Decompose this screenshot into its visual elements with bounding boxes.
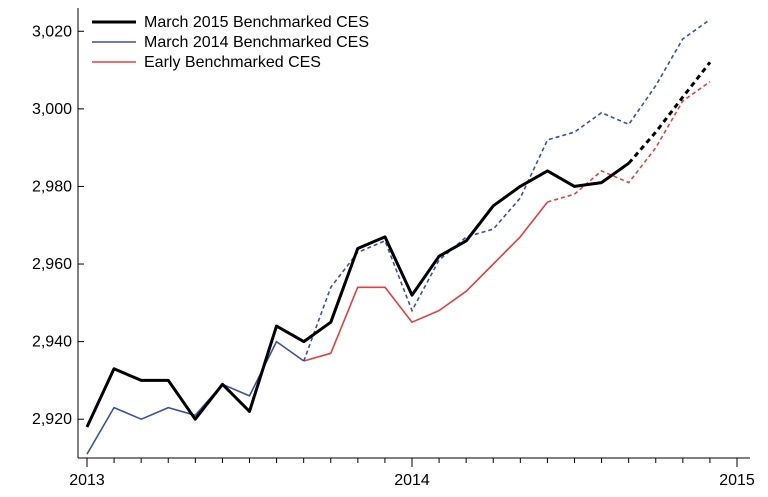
y-tick-label: 2,920 — [32, 411, 72, 428]
x-tick-label: 2014 — [394, 472, 430, 489]
legend: March 2015 Benchmarked CES March 2014 Ben… — [92, 14, 369, 71]
legend-label-2: Early Benchmarked CES — [144, 54, 321, 71]
y-tick-label: 2,940 — [32, 334, 72, 351]
y-tick-label: 3,000 — [32, 101, 72, 118]
legend-label-1: March 2014 Benchmarked CES — [144, 34, 369, 51]
series-layer — [85, 18, 712, 455]
axes: 2,920 2,940 2,960 2,980 3,000 3,020 2013 2014 20… — [32, 8, 755, 489]
x-tick-label: 2013 — [69, 472, 105, 489]
series-line-solid-2 — [303, 201, 549, 362]
series-line-dashed-1 — [303, 18, 711, 362]
series-line-solid-1 — [86, 340, 305, 455]
y-tick-label: 2,960 — [32, 256, 72, 273]
legend-label-0: March 2015 Benchmarked CES — [144, 14, 369, 31]
series-line-dashed-2 — [547, 81, 711, 203]
y-tick-label: 3,020 — [32, 23, 72, 40]
series-line-dashed-0 — [627, 61, 712, 165]
x-tick-label: 2015 — [719, 472, 755, 489]
y-tick-label: 2,980 — [32, 178, 72, 195]
series-line-solid-0 — [85, 161, 630, 428]
